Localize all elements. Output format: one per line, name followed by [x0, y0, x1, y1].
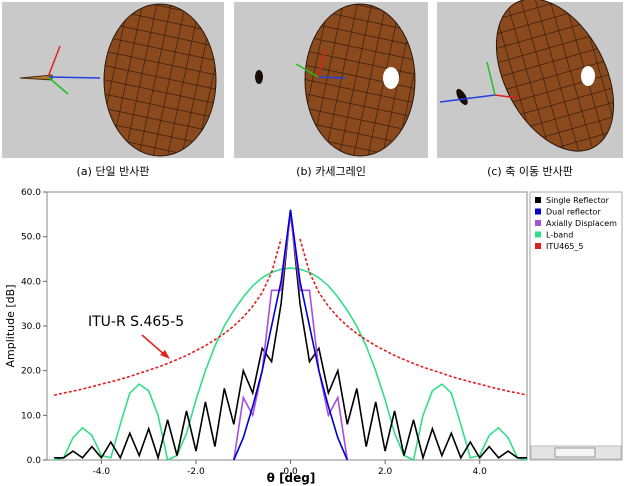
reflector	[104, 4, 216, 156]
y-tick-label: 50.0	[21, 233, 41, 243]
x-tick-label: 2.0	[378, 467, 393, 477]
y-tick-label: 20.0	[21, 367, 41, 377]
y-tick-label: 30.0	[21, 322, 41, 332]
y-tick-label: 0.0	[27, 456, 42, 466]
legend-swatch	[535, 197, 541, 203]
x-tick-label: -4.0	[93, 467, 111, 477]
legend-label: L-band	[546, 231, 573, 240]
x-tick-label: 4.0	[473, 467, 488, 477]
legend-swatch	[535, 243, 541, 249]
y-tick-label: 10.0	[21, 411, 41, 421]
y-axis-title: Amplitude [dB]	[4, 285, 17, 368]
legend-swatch	[535, 220, 541, 226]
axis	[318, 77, 345, 78]
panel-c	[437, 0, 625, 171]
caption: (c) 축 이동 반사판	[487, 165, 573, 178]
chart: (a) 단일 반사판 (b) 카세그레인 (c) 축 이동 반사판 Amplit…	[0, 0, 625, 486]
y-tick-label: 60.0	[21, 188, 41, 198]
annotation: ITU-R S.465-5	[88, 314, 184, 330]
hole	[383, 67, 399, 89]
caption: (b) 카세그레인	[296, 165, 366, 178]
y-tick-label: 40.0	[21, 277, 41, 287]
legend-swatch	[535, 232, 541, 238]
figure: (a) 단일 반사판 (b) 카세그레인 (c) 축 이동 반사판 Amplit…	[0, 0, 625, 486]
scroll-thumb[interactable]	[555, 448, 595, 457]
x-tick-label: 0.0	[283, 467, 298, 477]
legend-swatch	[535, 209, 541, 215]
legend-label: ITU465_5	[546, 242, 583, 251]
legend	[530, 192, 622, 460]
legend-label: Axially Displacem	[546, 219, 617, 228]
caption: (a) 단일 반사판	[77, 164, 150, 178]
axis	[48, 77, 100, 78]
legend-label: Dual reflector	[546, 208, 601, 217]
panel-a	[2, 2, 224, 158]
subreflector	[255, 70, 263, 84]
panel-b	[234, 2, 428, 158]
hole	[581, 66, 595, 86]
legend-label: Single Reflector	[546, 196, 610, 205]
x-tick-label: -2.0	[187, 467, 205, 477]
